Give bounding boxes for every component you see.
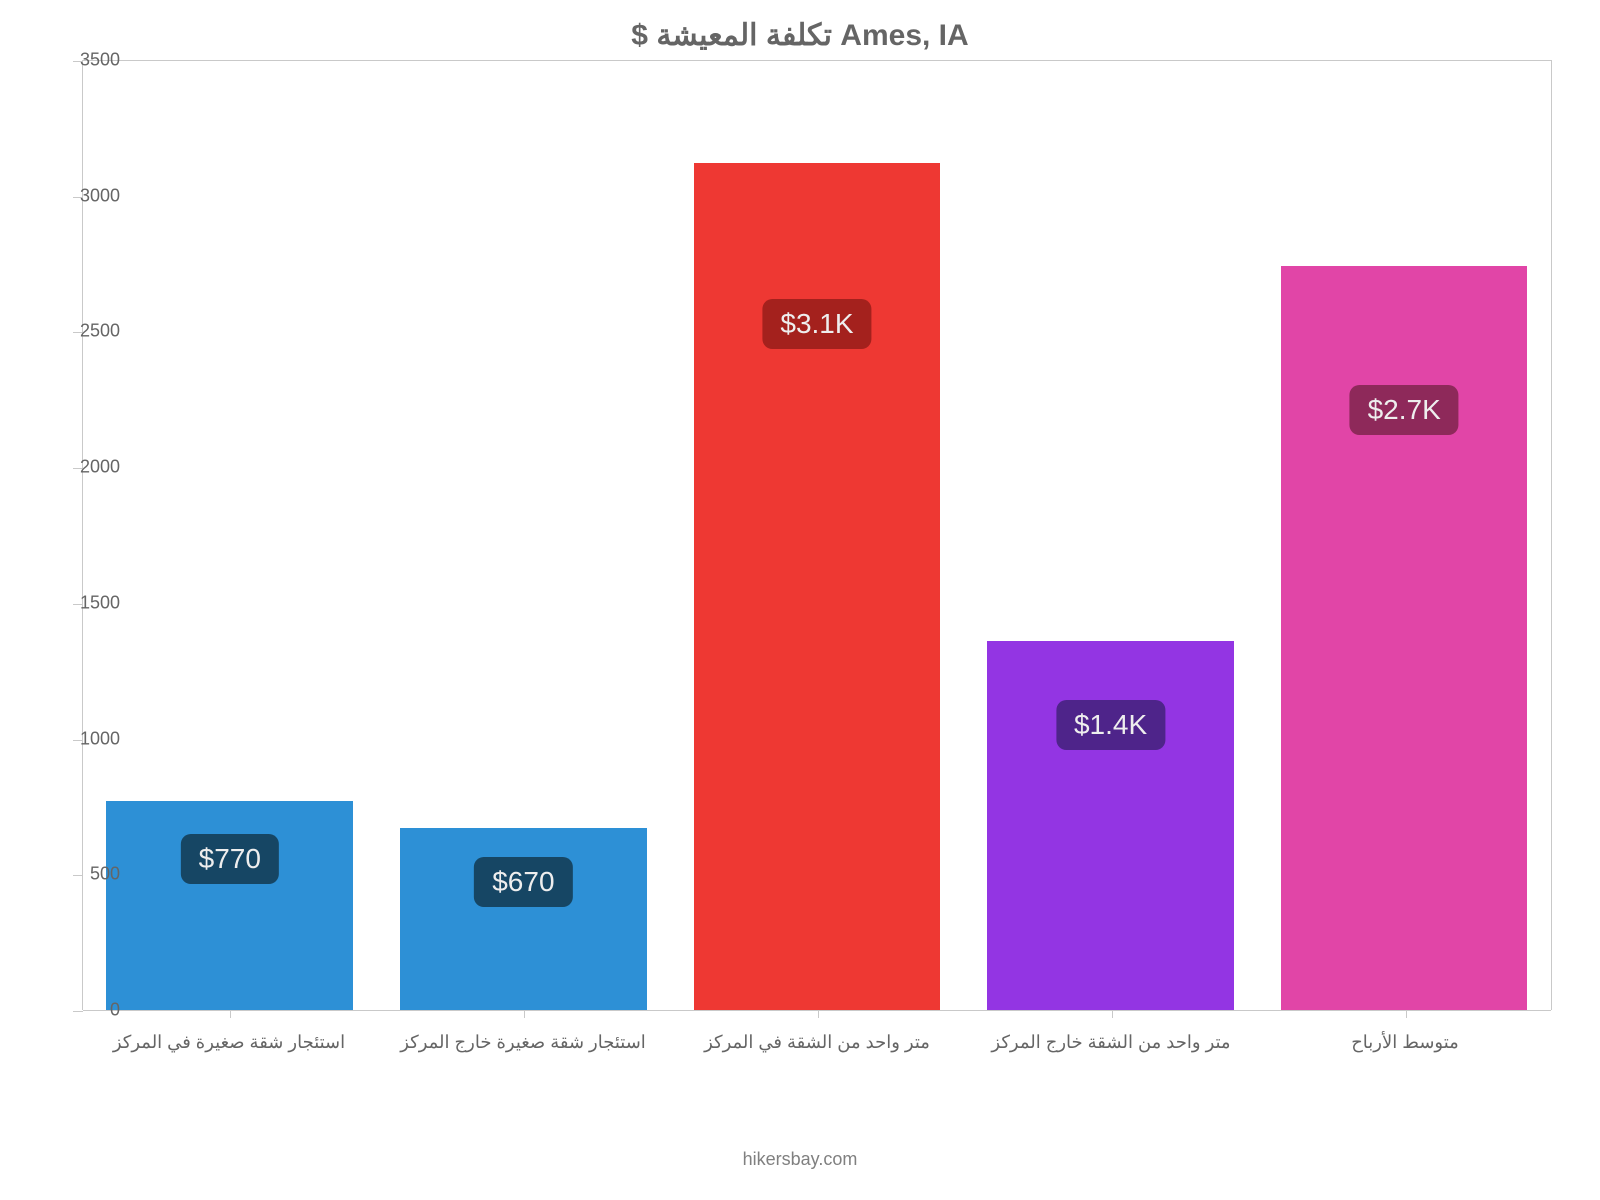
y-axis-label: 3500 xyxy=(30,50,120,71)
bar: $2.7K xyxy=(1281,266,1528,1010)
value-badge: $2.7K xyxy=(1350,385,1459,435)
value-badge: $1.4K xyxy=(1056,700,1165,750)
chart-stage: $ تكلفة المعيشة Ames, IA $770 $670 $3.1K $1… xyxy=(0,0,1600,1200)
bar: $770 xyxy=(106,801,353,1010)
bar: $1.4K xyxy=(987,641,1234,1010)
value-badge: $3.1K xyxy=(762,299,871,349)
x-axis-label: متر واحد من الشقة خارج المركز xyxy=(964,1014,1258,1053)
chart-title: $ تكلفة المعيشة Ames, IA xyxy=(0,18,1600,53)
attribution-text: hikersbay.com xyxy=(0,1149,1600,1170)
bar-group: $2.7K xyxy=(1257,266,1551,1010)
y-axis-label: 500 xyxy=(30,864,120,885)
x-axis-label: متر واحد من الشقة في المركز xyxy=(670,1014,964,1053)
bar: $3.1K xyxy=(694,163,941,1010)
value-badge: $670 xyxy=(474,857,572,907)
bar-group: $670 xyxy=(377,828,671,1010)
y-axis-label: 3000 xyxy=(30,185,120,206)
x-axis-label: استئجار شقة صغيرة خارج المركز xyxy=(376,1014,670,1053)
y-axis-label: 2500 xyxy=(30,321,120,342)
x-axis-labels: استئجار شقة صغيرة في المركزاستئجار شقة ص… xyxy=(82,1014,1552,1053)
bar-group: $3.1K xyxy=(670,163,964,1010)
plot-area: $770 $670 $3.1K $1.4K $2.7K xyxy=(82,60,1552,1010)
bar-group: $1.4K xyxy=(964,641,1258,1010)
bar-group: $770 xyxy=(83,801,377,1010)
y-axis-label: 0 xyxy=(30,1000,120,1021)
x-axis-label: استئجار شقة صغيرة في المركز xyxy=(82,1014,376,1053)
bar: $670 xyxy=(400,828,647,1010)
y-axis-label: 2000 xyxy=(30,457,120,478)
y-axis-label: 1000 xyxy=(30,728,120,749)
x-axis-label: متوسط الأرباح xyxy=(1258,1014,1552,1053)
x-axis-baseline xyxy=(83,1010,1551,1011)
y-axis-label: 1500 xyxy=(30,592,120,613)
value-badge: $770 xyxy=(181,834,279,884)
bars-container: $770 $670 $3.1K $1.4K $2.7K xyxy=(83,61,1551,1010)
